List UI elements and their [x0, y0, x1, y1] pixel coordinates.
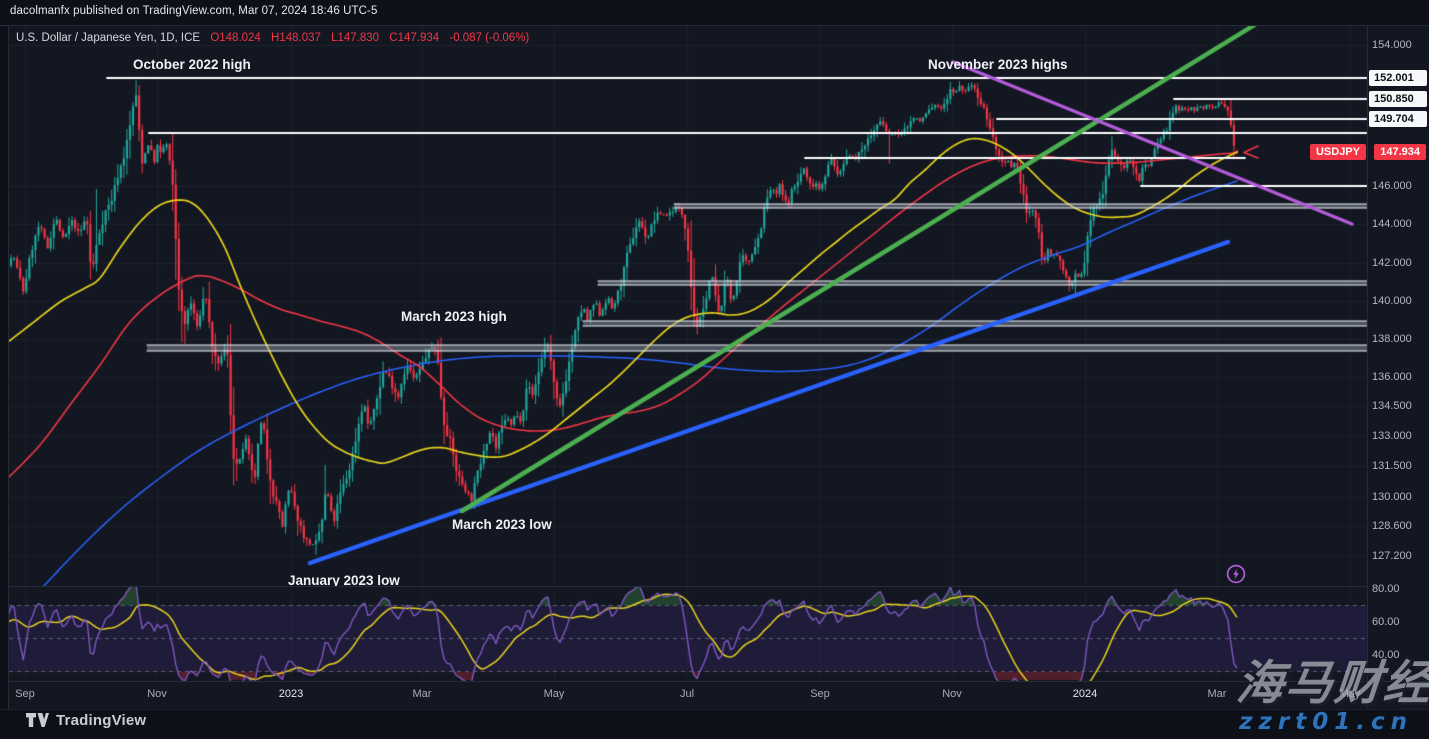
- chart-annotation[interactable]: March 2023 high: [401, 309, 507, 324]
- chart-annotation[interactable]: March 2023 low: [452, 517, 552, 532]
- price-axis-separator[interactable]: [1367, 25, 1368, 709]
- time-axis-label: May: [1339, 688, 1361, 700]
- price-axis-label: 60.00: [1372, 616, 1400, 628]
- time-axis-label: Jul: [679, 688, 695, 700]
- time-axis-label: 2023: [278, 688, 304, 700]
- price-axis-label: 128.600: [1372, 520, 1412, 532]
- symbol-badge: USDJPY: [1309, 144, 1366, 160]
- ohlc-open: O148.024: [210, 32, 261, 44]
- time-axis-label: Mar: [1207, 688, 1227, 700]
- chart-annotation[interactable]: January 2023 low: [288, 573, 400, 586]
- price-axis-label: 40.00: [1372, 649, 1400, 661]
- symbol-title[interactable]: U.S. Dollar / Japanese Yen, 1D, ICE: [16, 32, 201, 44]
- price-axis-label: 131.500: [1372, 460, 1412, 472]
- price-axis-label: 140.000: [1372, 295, 1412, 307]
- price-axis-label: 136.000: [1372, 371, 1412, 383]
- price-axis-label: 80.00: [1372, 583, 1400, 595]
- time-axis-label: Sep: [810, 688, 830, 700]
- time-axis-label: Mar: [412, 688, 432, 700]
- tradingview-logo-icon: [26, 713, 49, 727]
- ohlc-close: C147.934: [389, 32, 440, 44]
- time-axis-label: Nov: [147, 688, 167, 700]
- price-axis-label: 134.500: [1372, 400, 1412, 412]
- pane-separator[interactable]: [8, 586, 1367, 587]
- time-axis-separator[interactable]: [8, 681, 1429, 682]
- price-axis-label: 144.000: [1372, 218, 1412, 230]
- chart-legend[interactable]: U.S. Dollar / Japanese Yen, 1D, ICE O148…: [16, 32, 536, 44]
- line-price-badge: 152.001: [1369, 70, 1427, 86]
- price-axis-label: 130.000: [1372, 491, 1412, 503]
- time-axis-label: 2024: [1072, 688, 1098, 700]
- boost-lightning-icon[interactable]: [1226, 564, 1246, 584]
- chart-annotation[interactable]: November 2023 highs: [928, 57, 1068, 72]
- ohlc-change: -0.087 (-0.06%): [449, 32, 530, 44]
- time-axis-label: Sep: [15, 688, 35, 700]
- tradingview-logo-text: TradingView: [56, 712, 147, 729]
- card-bottom-border: [0, 709, 1429, 710]
- ohlc-low: L147.830: [331, 32, 380, 44]
- price-axis-label: 154.000: [1372, 39, 1412, 51]
- price-axis-label: 133.000: [1372, 430, 1412, 442]
- last-price-badge: 147.934: [1374, 144, 1426, 160]
- time-axis-label: May: [543, 688, 565, 700]
- card-left-border: [8, 25, 9, 709]
- tradingview-logo[interactable]: TradingView: [26, 712, 146, 729]
- watermark-url: zzrt01.cn: [1239, 709, 1413, 735]
- line-price-badge: 149.704: [1369, 111, 1427, 127]
- card-top-border: [0, 25, 1429, 26]
- publisher-line: dacolmanfx published on TradingView.com,…: [10, 5, 378, 17]
- price-axis-label: 138.000: [1372, 333, 1412, 345]
- price-axis-label: 127.200: [1372, 550, 1412, 562]
- price-axis-label: 142.000: [1372, 257, 1412, 269]
- line-price-badge: 150.850: [1369, 91, 1427, 107]
- ohlc-high: H148.037: [271, 32, 321, 44]
- chart-annotation[interactable]: October 2022 high: [133, 57, 251, 72]
- time-axis-label: Nov: [942, 688, 962, 700]
- watermark-cjk: 海马财经: [1234, 656, 1429, 711]
- price-axis-label: 146.000: [1372, 180, 1412, 192]
- main-pane: October 2022 high November 2023 highs Marc…: [8, 26, 1367, 586]
